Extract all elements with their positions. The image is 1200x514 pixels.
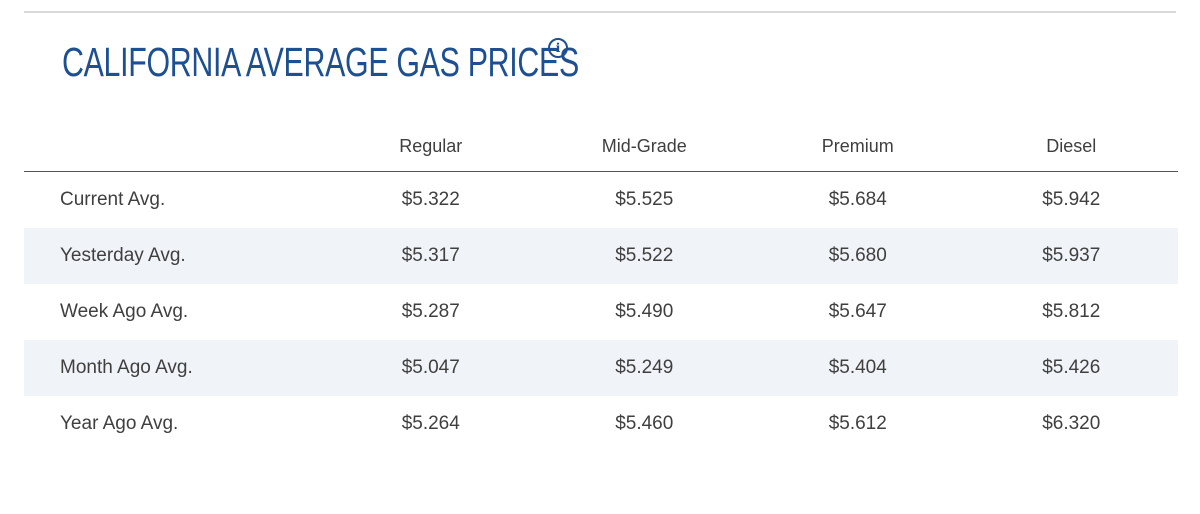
column-header-diesel: Diesel <box>964 122 1178 172</box>
table-row: Month Ago Avg. $5.047 $5.249 $5.404 $5.4… <box>24 340 1178 396</box>
table-row: Year Ago Avg. $5.264 $5.460 $5.612 $6.32… <box>24 396 1178 452</box>
price-mid-grade: $5.249 <box>537 340 751 396</box>
table-header-row: Regular Mid-Grade Premium Diesel <box>24 122 1178 172</box>
price-diesel: $6.320 <box>1042 413 1101 434</box>
price-regular: $5.264 <box>401 413 460 434</box>
column-header-mid-grade: Mid-Grade <box>537 122 751 172</box>
price-regular: $5.322 <box>401 189 460 210</box>
column-header-regular: Regular <box>324 122 538 172</box>
column-header-label <box>24 122 324 172</box>
top-divider <box>24 11 1176 13</box>
price-premium: $5.612 <box>828 413 887 434</box>
price-premium: $5.684 <box>828 189 887 210</box>
row-label: Yesterday Avg. <box>24 228 324 284</box>
table-row: Current Avg. $5.322 $5.525 $5.684 $5.942 <box>24 172 1178 229</box>
price-regular: $5.047 <box>324 340 538 396</box>
price-mid-grade: $5.522 <box>537 228 751 284</box>
title-area: CALIFORNIA AVERAGE GAS PRICES i <box>62 38 761 86</box>
column-header-premium: Premium <box>751 122 965 172</box>
price-mid-grade: $5.460 <box>615 413 674 434</box>
table-row: Yesterday Avg. $5.317 $5.522 $5.680 $5.9… <box>24 228 1178 284</box>
price-premium: $5.647 <box>828 301 887 322</box>
price-mid-grade: $5.525 <box>615 189 674 210</box>
page-title: CALIFORNIA AVERAGE GAS PRICES <box>62 39 579 85</box>
price-regular: $5.317 <box>324 228 538 284</box>
row-label: Month Ago Avg. <box>24 340 324 396</box>
price-mid-grade: $5.490 <box>615 301 674 322</box>
table-row: Week Ago Avg. $5.287 $5.490 $5.647 $5.81… <box>24 284 1178 340</box>
info-icon[interactable]: i <box>548 38 568 58</box>
price-diesel: $5.942 <box>1042 189 1101 210</box>
price-diesel: $5.937 <box>964 228 1178 284</box>
row-label: Current Avg. <box>60 189 166 210</box>
row-label: Year Ago Avg. <box>60 413 179 434</box>
price-premium: $5.680 <box>751 228 965 284</box>
price-diesel: $5.812 <box>1042 301 1101 322</box>
price-premium: $5.404 <box>751 340 965 396</box>
price-regular: $5.287 <box>401 301 460 322</box>
gas-prices-table: Regular Mid-Grade Premium Diesel Current… <box>24 122 1178 452</box>
price-diesel: $5.426 <box>964 340 1178 396</box>
row-label: Week Ago Avg. <box>60 301 189 322</box>
